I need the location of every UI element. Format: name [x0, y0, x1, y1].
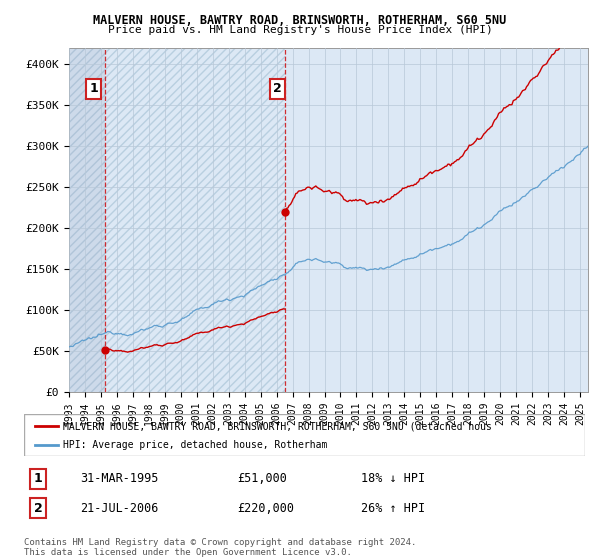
Text: MALVERN HOUSE, BAWTRY ROAD, BRINSWORTH, ROTHERHAM, S60 5NU: MALVERN HOUSE, BAWTRY ROAD, BRINSWORTH, … [94, 14, 506, 27]
Text: 1: 1 [89, 82, 98, 95]
Text: 2: 2 [273, 82, 282, 95]
Bar [105, 48, 286, 392]
Text: Contains HM Land Registry data © Crown copyright and database right 2024.
This d: Contains HM Land Registry data © Crown c… [24, 538, 416, 557]
Text: 2: 2 [34, 502, 43, 515]
Text: £51,000: £51,000 [237, 472, 287, 486]
Text: 31-MAR-1995: 31-MAR-1995 [80, 472, 158, 486]
Text: 21-JUL-2006: 21-JUL-2006 [80, 502, 158, 515]
Bar [105, 48, 286, 392]
Bar [69, 48, 105, 392]
Text: 1: 1 [34, 472, 43, 486]
Text: 26% ↑ HPI: 26% ↑ HPI [361, 502, 425, 515]
Text: Price paid vs. HM Land Registry's House Price Index (HPI): Price paid vs. HM Land Registry's House … [107, 25, 493, 35]
Text: HPI: Average price, detached house, Rotherham: HPI: Average price, detached house, Roth… [63, 440, 328, 450]
Text: MALVERN HOUSE, BAWTRY ROAD, BRINSWORTH, ROTHERHAM, S60 5NU (detached hous: MALVERN HOUSE, BAWTRY ROAD, BRINSWORTH, … [63, 421, 492, 431]
Text: £220,000: £220,000 [237, 502, 294, 515]
Bar [286, 48, 588, 392]
Text: 18% ↓ HPI: 18% ↓ HPI [361, 472, 425, 486]
Bar [69, 48, 105, 392]
